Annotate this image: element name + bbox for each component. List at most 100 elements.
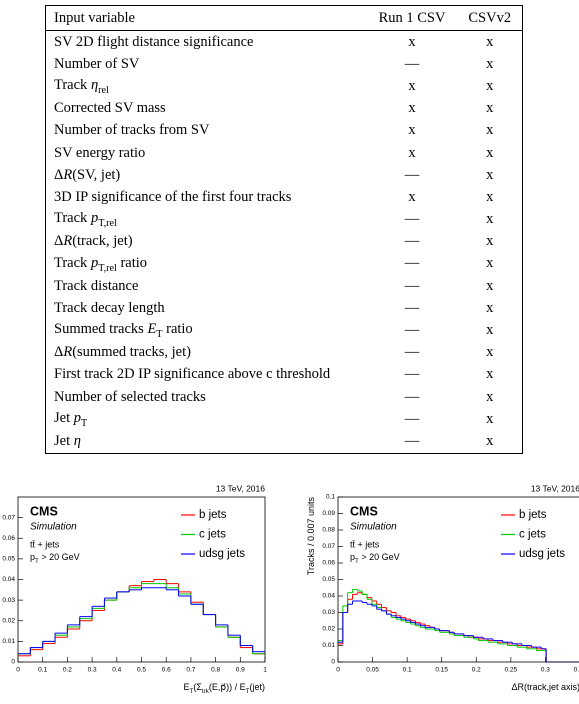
process-label: tt̄ + jets — [350, 539, 380, 549]
y-tick-label: 0.09 — [322, 510, 335, 517]
y-tick-label: 0.07 — [2, 514, 15, 521]
variable-name: Track ηrel — [46, 75, 367, 97]
text-segment: T — [246, 688, 250, 695]
text-segment: Track decay length — [54, 299, 165, 316]
table-cell: — — [404, 166, 420, 183]
table-cell: — — [404, 211, 420, 228]
table-row: SV 2D flight distance significance x x — [46, 31, 523, 54]
plot-frame — [337, 496, 579, 663]
text-segment: T — [80, 417, 88, 429]
table-cell: x — [486, 100, 494, 117]
text-segment: (SV, jet) — [72, 166, 121, 183]
text-segment: Number of selected tracks — [54, 388, 206, 405]
variable-name: Number of SV — [46, 53, 367, 75]
experiment-label: CMS — [350, 504, 378, 518]
text-segment: T,rel — [98, 218, 117, 230]
table-row: Track distance — x — [46, 275, 523, 297]
table-cell: x — [486, 344, 494, 361]
table-cell: x — [408, 33, 416, 50]
text-segment: Jet — [54, 409, 74, 426]
table-cell: — — [404, 299, 420, 316]
variable-name: Jet pT — [46, 408, 367, 430]
x-tick-label: 0.1 — [38, 667, 47, 674]
plot-frame — [17, 496, 266, 663]
x-tick-label: 0.1 — [403, 667, 412, 674]
text-segment: Δ — [54, 233, 64, 250]
plots: 0 0.01 0.02 0.03 0.04 0.05 0.06 0.07 0 0.1 0.2 0.3 0… — [2, 483, 579, 695]
text-segment: > 20 GeV — [359, 552, 400, 562]
energy-label: 13 TeV, 2016 — [531, 483, 579, 493]
table-cell: x — [408, 77, 416, 94]
table-row: Number of selected tracks — x — [46, 386, 523, 408]
x-axis-label: ΔR(track,jet axis) — [511, 682, 579, 692]
table-cell: x — [486, 299, 494, 316]
text-segment: ratio — [116, 254, 148, 271]
variable-name: SV energy ratio — [46, 142, 367, 164]
x-tick-label: 0.15 — [435, 667, 448, 674]
variable-name: SV 2D flight distance significance — [46, 31, 367, 54]
header-row: Input variable Run 1 CSV CSVv2 — [45, 5, 523, 31]
y-tick-label: 0.01 — [2, 638, 15, 645]
variable-name: Summed tracks ET ratio — [46, 319, 367, 341]
experiment-label: CMS — [30, 504, 58, 518]
table-row: ΔR(summed tracks, jet) — x — [46, 342, 523, 364]
text-segment: R — [63, 233, 73, 250]
y-tick-label: 0.04 — [322, 593, 335, 600]
table-cell: x — [486, 33, 494, 50]
x-tick-label: 0.35 — [574, 667, 579, 674]
text-segment: p — [350, 552, 355, 562]
table-cell: x — [486, 410, 494, 427]
x-tick-label: 0.2 — [63, 667, 72, 674]
text-segment: p — [73, 409, 81, 426]
table-row: 3D IP significance of the first four tra… — [46, 186, 523, 208]
table-cell: — — [404, 432, 420, 449]
y-tick-label: 0.08 — [322, 527, 335, 534]
text-segment: E — [147, 321, 157, 338]
legend-label: c jets — [199, 529, 226, 541]
subtitle: Simulation — [350, 522, 397, 533]
text-segment: η — [73, 432, 81, 449]
table-cell: — — [404, 344, 420, 361]
variable-name: Number of tracks from SV — [46, 120, 367, 142]
column-header: Input variable — [45, 5, 367, 31]
table-row: ΔR(track, jet) — x — [46, 231, 523, 253]
x-axis-label: ET(Σtrk(E,p⃗)) / ET(jet) — [183, 682, 265, 695]
text-segment: T — [190, 688, 194, 695]
table-cell: x — [486, 55, 494, 72]
energy-label: 13 TeV, 2016 — [216, 483, 265, 493]
text-segment: (Σ — [193, 682, 202, 692]
table-cell: x — [408, 188, 416, 205]
table-cell: x — [486, 211, 494, 228]
table-row: ΔR(SV, jet) — x — [46, 164, 523, 186]
variable-name: Track distance — [46, 275, 367, 297]
text-segment: Track distance — [54, 277, 139, 294]
text-segment: T — [156, 328, 163, 340]
y-tick-label: 0.07 — [322, 543, 335, 550]
table-cell: x — [486, 388, 494, 405]
subtitle: Simulation — [30, 522, 77, 533]
text-segment: Number of SV — [54, 55, 140, 72]
variable-name: ΔR(SV, jet) — [46, 164, 367, 186]
variable-name: Track pT,rel — [46, 209, 367, 231]
column-header: Run 1 CSV — [366, 5, 458, 31]
table-row: Jet pT — x — [46, 408, 523, 430]
table-row: Jet η — x — [46, 430, 523, 453]
x-tick-label: 0.8 — [211, 667, 220, 674]
text-segment: Δ — [54, 344, 64, 361]
variable-name: Number of selected tracks — [46, 386, 367, 408]
text-segment: trk — [202, 688, 210, 695]
text-segment: Summed tracks — [54, 321, 148, 338]
variable-name: Track pT,rel ratio — [46, 253, 367, 275]
table-cell: x — [408, 122, 416, 139]
y-tick-label: 0.01 — [322, 642, 335, 649]
table-row: Track ηrel x x — [46, 75, 523, 97]
x-tick-label: 0.3 — [541, 667, 550, 674]
table-cell: — — [404, 255, 420, 272]
table-body: SV 2D flight distance significance x x Numb… — [46, 31, 523, 454]
table-cell: — — [404, 410, 420, 427]
y-tick-label: 0.03 — [2, 597, 15, 604]
table-row: Track decay length — x — [46, 297, 523, 319]
text-segment: R — [63, 166, 73, 183]
variable-name: Corrected SV mass — [46, 98, 367, 120]
